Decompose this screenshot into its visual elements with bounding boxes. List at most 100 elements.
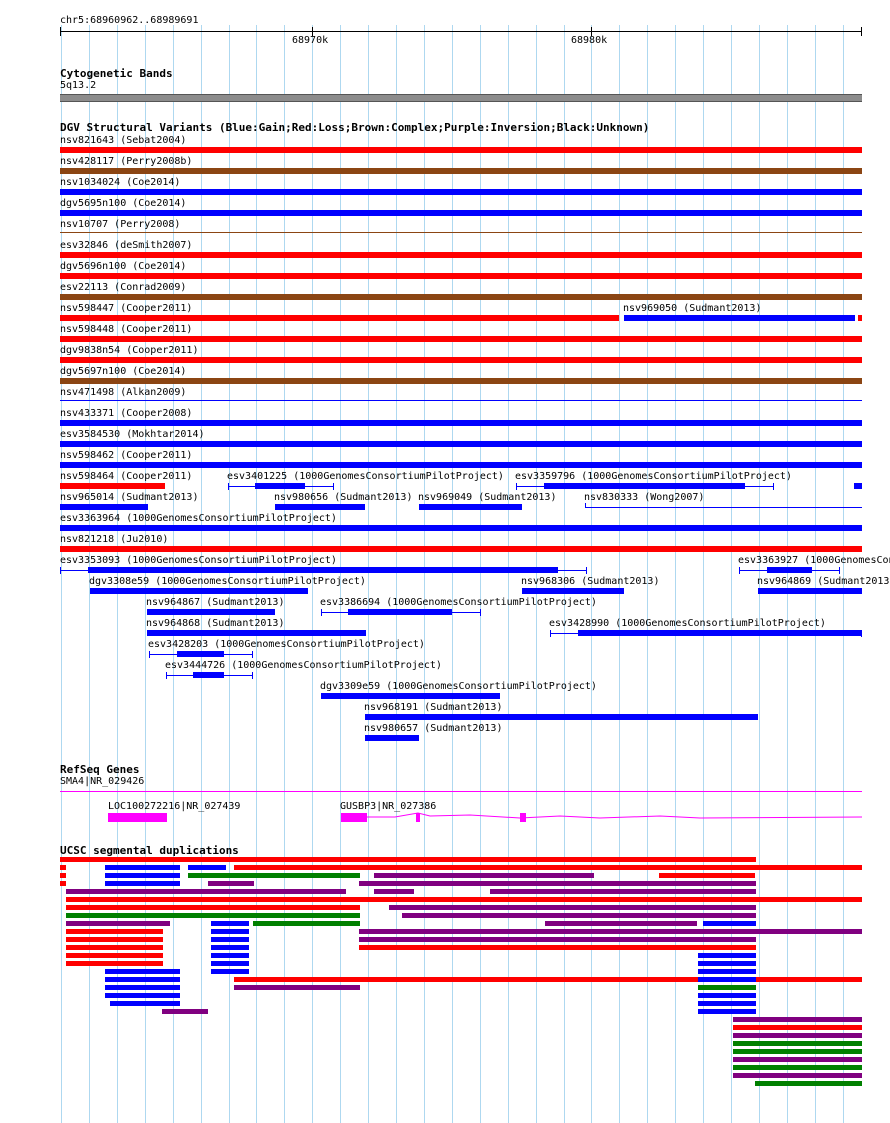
dgv-feature-bar-edge[interactable] (854, 483, 862, 489)
segdup-feature[interactable] (698, 969, 756, 974)
dgv-feature-bar[interactable] (522, 588, 624, 594)
segdup-feature[interactable] (359, 929, 862, 934)
dgv-feature-label[interactable]: nsv598448 (Cooper2011) (60, 324, 193, 335)
dgv-feature-bar[interactable] (419, 504, 522, 510)
dgv-feature-bar[interactable] (60, 273, 862, 279)
dgv-feature-bar[interactable] (60, 210, 862, 216)
dgv-feature-bar[interactable] (60, 336, 862, 342)
dgv-feature-label[interactable]: nsv964867 (Sudmant2013) (146, 597, 285, 608)
dgv-feature-bar[interactable] (88, 567, 558, 573)
dgv-feature-line[interactable] (585, 507, 862, 508)
segdup-feature[interactable] (66, 945, 163, 950)
dgv-feature-bar[interactable] (767, 567, 812, 573)
dgv-feature-label[interactable]: esv32846 (deSmith2007) (60, 240, 193, 251)
segdup-feature[interactable] (755, 1081, 862, 1086)
segdup-feature[interactable] (402, 913, 756, 918)
dgv-feature-bar[interactable] (544, 483, 745, 489)
dgv-feature-label[interactable]: esv3363927 (1000GenomesConsortiumPilotPr… (738, 555, 890, 566)
dgv-feature-label[interactable]: nsv10707 (Perry2008) (60, 219, 181, 230)
dgv-feature-label[interactable]: nsv968306 (Sudmant2013) (521, 576, 660, 587)
segdup-feature[interactable] (211, 921, 249, 926)
dgv-feature-bar[interactable] (60, 420, 862, 426)
dgv-feature-bar[interactable] (193, 672, 224, 678)
segdup-feature[interactable] (211, 969, 249, 974)
segdup-feature[interactable] (60, 865, 66, 870)
dgv-feature-bar[interactable] (255, 483, 305, 489)
dgv-feature-bar[interactable] (177, 651, 224, 657)
segdup-feature[interactable] (60, 857, 756, 862)
dgv-feature-bar[interactable] (758, 588, 862, 594)
segdup-feature[interactable] (733, 1049, 862, 1054)
segdup-feature[interactable] (105, 873, 180, 878)
segdup-feature[interactable] (66, 953, 163, 958)
segdup-feature[interactable] (698, 1009, 756, 1014)
dgv-feature-bar[interactable] (147, 609, 275, 615)
dgv-feature-label[interactable]: nsv964869 (Sudmant2013) (757, 576, 890, 587)
dgv-feature-bar[interactable] (60, 483, 165, 489)
dgv-feature-label[interactable]: dgv5695n100 (Coe2014) (60, 198, 187, 209)
gene-gusbp3-exon[interactable] (416, 813, 420, 822)
segdup-feature[interactable] (698, 985, 756, 990)
dgv-feature-label[interactable]: nsv830333 (Wong2007) (584, 492, 705, 503)
gene-gusbp3-exon[interactable] (520, 813, 526, 822)
segdup-feature[interactable] (374, 889, 414, 894)
track-title-ucsc-segmental-duplications[interactable]: UCSC segmental duplications (60, 844, 239, 857)
dgv-feature-label[interactable]: nsv969050 (Sudmant2013) (623, 303, 762, 314)
segdup-feature[interactable] (733, 1041, 862, 1046)
dgv-feature-bar[interactable] (60, 315, 619, 321)
segdup-feature[interactable] (162, 1009, 208, 1014)
dgv-feature-label[interactable]: esv22113 (Conrad2009) (60, 282, 187, 293)
segdup-feature[interactable] (188, 865, 226, 870)
segdup-feature[interactable] (66, 897, 862, 902)
segdup-feature[interactable] (66, 889, 346, 894)
segdup-feature[interactable] (105, 977, 180, 982)
dgv-feature-label[interactable]: nsv598464 (Cooper2011) (60, 471, 193, 482)
dgv-feature-label[interactable]: esv3428203 (1000GenomesConsortiumPilotPr… (148, 639, 425, 650)
dgv-feature-bar[interactable] (624, 315, 855, 321)
dgv-feature-bar[interactable] (60, 168, 862, 174)
dgv-feature-bar[interactable] (60, 504, 148, 510)
dgv-feature-bar[interactable] (365, 714, 758, 720)
dgv-feature-bar[interactable] (60, 252, 862, 258)
dgv-feature-label[interactable]: nsv980657 (Sudmant2013) (364, 723, 503, 734)
dgv-feature-bar[interactable] (348, 609, 452, 615)
gene-label-sma4[interactable]: SMA4|NR_029426 (60, 776, 145, 787)
segdup-feature[interactable] (105, 969, 180, 974)
segdup-feature[interactable] (698, 993, 756, 998)
segdup-feature[interactable] (733, 1033, 862, 1038)
dgv-feature-label[interactable]: esv3386694 (1000GenomesConsortiumPilotPr… (320, 597, 597, 608)
segdup-feature[interactable] (234, 985, 360, 990)
dgv-feature-label[interactable]: nsv821218 (Ju2010) (60, 534, 169, 545)
segdup-feature[interactable] (211, 945, 249, 950)
segdup-feature[interactable] (733, 1057, 862, 1062)
dgv-feature-bar[interactable] (275, 504, 365, 510)
segdup-feature[interactable] (234, 865, 862, 870)
segdup-feature[interactable] (105, 881, 180, 886)
dgv-feature-bar[interactable] (578, 630, 862, 636)
segdup-feature[interactable] (733, 1073, 862, 1078)
dgv-feature-label[interactable]: esv3353093 (1000GenomesConsortiumPilotPr… (60, 555, 337, 566)
dgv-feature-label[interactable]: dgv5696n100 (Coe2014) (60, 261, 187, 272)
segdup-feature[interactable] (545, 921, 697, 926)
dgv-feature-line[interactable] (60, 232, 862, 233)
dgv-feature-bar[interactable] (60, 462, 862, 468)
segdup-feature[interactable] (659, 873, 755, 878)
segdup-feature[interactable] (698, 977, 756, 982)
segdup-feature[interactable] (733, 1017, 862, 1022)
dgv-feature-label[interactable]: nsv1034024 (Coe2014) (60, 177, 181, 188)
segdup-feature[interactable] (211, 937, 249, 942)
segdup-feature[interactable] (374, 873, 594, 878)
segdup-feature[interactable] (733, 1025, 862, 1030)
gene-loc100272216-exon[interactable] (108, 813, 167, 822)
dgv-feature-bar[interactable] (60, 441, 862, 447)
dgv-feature-label[interactable]: nsv598462 (Cooper2011) (60, 450, 193, 461)
track-title-refseq-genes[interactable]: RefSeq Genes (60, 763, 140, 776)
segdup-feature[interactable] (188, 873, 360, 878)
segdup-feature[interactable] (698, 953, 756, 958)
segdup-feature[interactable] (105, 993, 180, 998)
dgv-feature-label[interactable]: esv3444726 (1000GenomesConsortiumPilotPr… (165, 660, 442, 671)
dgv-feature-label[interactable]: esv3359796 (1000GenomesConsortiumPilotPr… (515, 471, 792, 482)
segdup-feature[interactable] (703, 921, 756, 926)
track-title-dgv-structural-variants[interactable]: DGV Structural Variants (Blue:Gain;Red:L… (60, 121, 650, 134)
dgv-feature-label[interactable]: dgv3309e59 (1000GenomesConsortiumPilotPr… (320, 681, 597, 692)
